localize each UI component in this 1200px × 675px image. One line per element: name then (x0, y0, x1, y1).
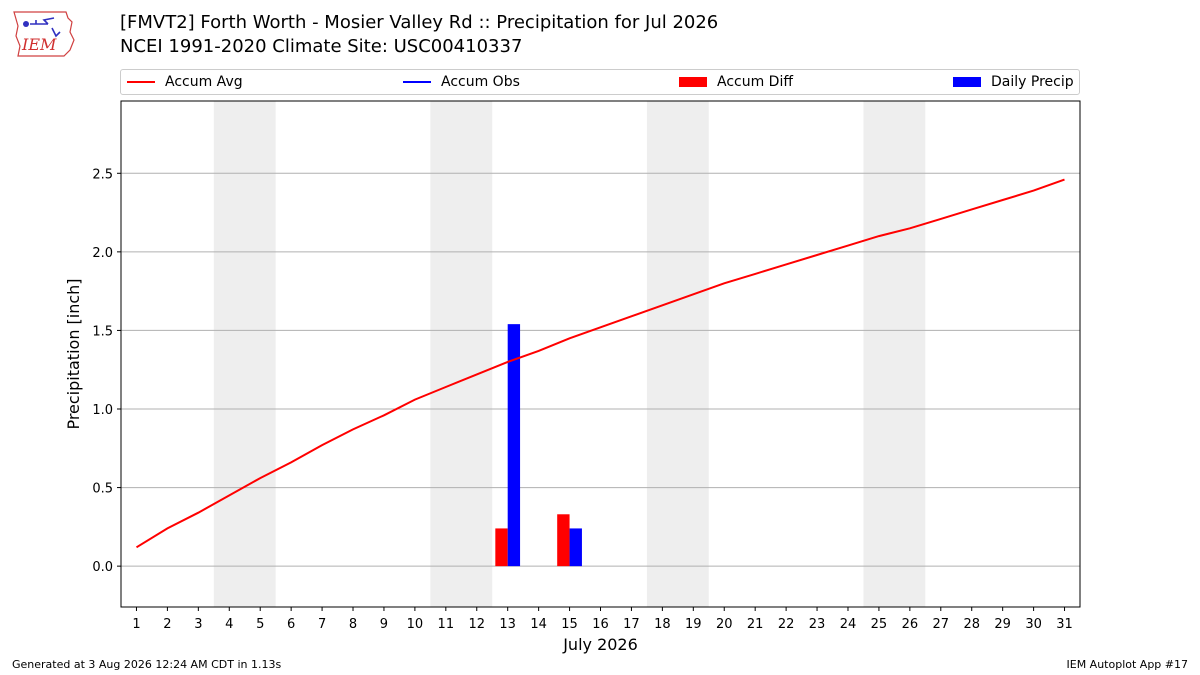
xtick-label-10: 10 (407, 617, 424, 632)
legend-swatch-accum-avg (127, 81, 155, 83)
xtick-label-14: 14 (530, 617, 547, 632)
xtick-label-27: 27 (933, 617, 950, 632)
xtick-label-29: 29 (994, 617, 1011, 632)
xtick-label-9: 9 (380, 617, 388, 632)
chart-subtitle: NCEI 1991-2020 Climate Site: USC00410337 (120, 36, 523, 57)
x-axis-label: July 2026 (562, 635, 638, 654)
accum-diff-bar-13 (495, 528, 508, 567)
legend: Accum Avg Accum Obs Accum Diff Daily Pre… (120, 69, 1080, 95)
xtick-label-20: 20 (716, 617, 733, 632)
legend-item-accum-diff: Accum Diff (679, 70, 793, 94)
ytick-label-4: 2.0 (92, 246, 113, 261)
xtick-label-24: 24 (840, 617, 857, 632)
footer-app: IEM Autoplot App #17 (1066, 658, 1189, 671)
legend-swatch-accum-obs (403, 81, 431, 83)
footer-generated: Generated at 3 Aug 2026 12:24 AM CDT in … (12, 658, 282, 671)
daily-precip-bar-15 (569, 528, 582, 567)
xtick-label-18: 18 (654, 617, 671, 632)
legend-item-accum-obs: Accum Obs (403, 70, 520, 94)
legend-swatch-daily-precip (953, 77, 981, 87)
chart-title: [FMVT2] Forth Worth - Mosier Valley Rd :… (120, 12, 719, 33)
legend-label-accum-obs: Accum Obs (441, 74, 520, 90)
xtick-label-11: 11 (438, 617, 455, 632)
accum-diff-bar-15 (557, 514, 570, 567)
ytick-label-1: 0.5 (92, 482, 113, 497)
xtick-label-13: 13 (499, 617, 516, 632)
weekend-shade-2 (646, 101, 709, 607)
xtick-label-30: 30 (1025, 617, 1042, 632)
xtick-label-31: 31 (1056, 617, 1073, 632)
legend-label-accum-diff: Accum Diff (717, 74, 794, 90)
xtick-label-2: 2 (163, 617, 171, 632)
xtick-label-1: 1 (132, 617, 140, 632)
daily-precip-bar-13 (507, 324, 521, 567)
logo-text: IEM (21, 35, 57, 54)
xtick-label-12: 12 (468, 617, 485, 632)
weekend-shade-0 (213, 101, 276, 607)
legend-item-accum-avg: Accum Avg (127, 70, 243, 94)
xtick-label-3: 3 (194, 617, 202, 632)
xtick-label-17: 17 (623, 617, 640, 632)
xtick-label-25: 25 (871, 617, 888, 632)
ytick-label-2: 1.0 (92, 403, 113, 418)
legend-swatch-accum-diff (679, 77, 707, 87)
legend-label-daily-precip: Daily Precip (991, 74, 1074, 90)
xtick-label-22: 22 (778, 617, 795, 632)
xtick-label-15: 15 (561, 617, 578, 632)
xtick-label-19: 19 (685, 617, 702, 632)
weekend-shade-1 (430, 101, 493, 607)
iem-logo: IEM (13, 11, 75, 57)
xtick-label-16: 16 (592, 617, 609, 632)
ytick-label-3: 1.5 (92, 324, 113, 339)
xtick-label-4: 4 (225, 617, 233, 632)
xtick-label-8: 8 (349, 617, 357, 632)
weekend-shade-3 (863, 101, 926, 607)
ytick-label-0: 0.0 (92, 560, 113, 575)
legend-label-accum-avg: Accum Avg (165, 74, 243, 90)
xtick-label-7: 7 (318, 617, 326, 632)
xtick-label-21: 21 (747, 617, 764, 632)
xtick-label-26: 26 (902, 617, 919, 632)
xtick-label-6: 6 (287, 617, 295, 632)
y-axis-label: Precipitation [inch] (64, 278, 83, 429)
xtick-label-23: 23 (809, 617, 826, 632)
ytick-label-5: 2.5 (92, 167, 113, 182)
accum-avg-line (135, 178, 1065, 549)
xtick-label-5: 5 (256, 617, 264, 632)
legend-item-daily-precip: Daily Precip (953, 70, 1074, 94)
xtick-label-28: 28 (963, 617, 980, 632)
